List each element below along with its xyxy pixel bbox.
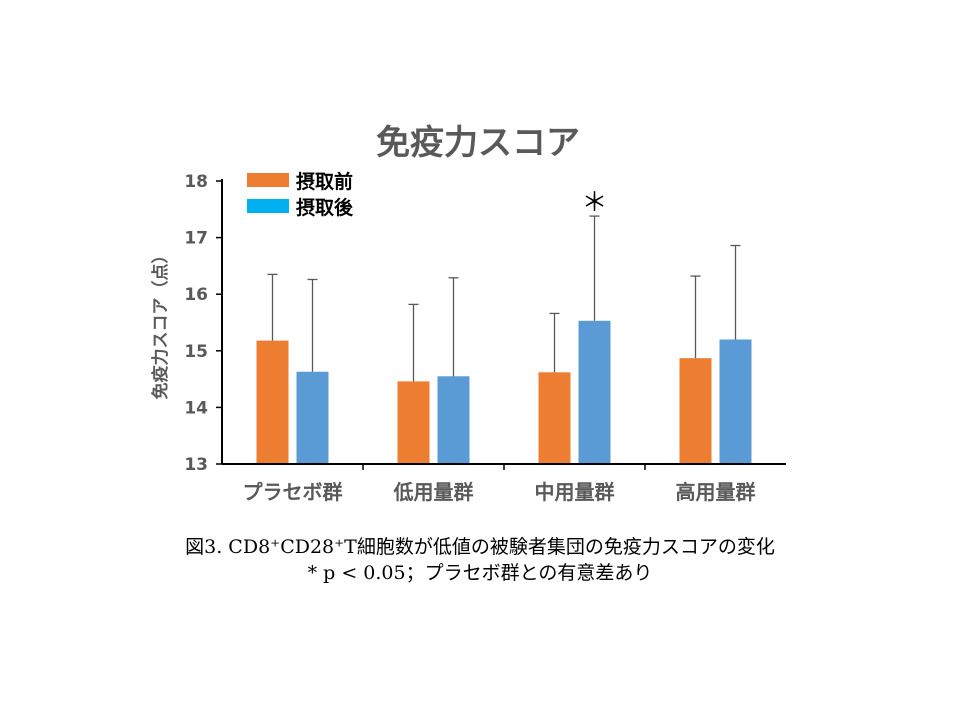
bar-before-1 xyxy=(397,381,430,464)
bar-after-2 xyxy=(578,320,611,464)
legend-swatch-1 xyxy=(247,199,289,213)
y-tick-label: 18 xyxy=(184,172,208,192)
legend-label-0: 摂取前 xyxy=(296,170,353,193)
significance-note: * p < 0.05；プラセボ群との有意差あり xyxy=(307,562,653,584)
y-tick-label: 15 xyxy=(184,342,208,362)
bar-after-1 xyxy=(437,376,470,464)
bar-chart: 免疫力スコア 免疫力スコア（点） 13 14 15 16 17 18 プラセボ群 低用量群 中… xyxy=(150,123,786,504)
bar-after-3 xyxy=(719,339,752,464)
bar-before-2 xyxy=(538,372,571,464)
legend-swatch-0 xyxy=(247,173,289,187)
y-tick-label: 14 xyxy=(184,398,208,418)
figure-caption: 図3. CD8⁺CD28⁺T細胞数が低値の被験者集団の免疫力スコアの変化 xyxy=(185,536,775,558)
y-axis-label: 免疫力スコア（点） xyxy=(150,247,171,400)
y-tick-label: 16 xyxy=(184,285,208,305)
x-category-label: 中用量群 xyxy=(535,480,615,504)
y-tick-label: 17 xyxy=(184,229,208,249)
bar-after-0 xyxy=(296,371,329,464)
x-category-label: プラセボ群 xyxy=(243,480,343,504)
legend-label-1: 摂取後 xyxy=(296,196,354,219)
significance-asterisk: ＊ xyxy=(581,188,607,218)
x-category-label: 低用量群 xyxy=(393,480,474,504)
chart-title: 免疫力スコア xyxy=(376,123,580,163)
bar-before-3 xyxy=(679,358,712,464)
x-category-label: 高用量群 xyxy=(676,480,756,504)
y-tick-label: 13 xyxy=(184,455,208,475)
bar-before-0 xyxy=(256,340,289,464)
